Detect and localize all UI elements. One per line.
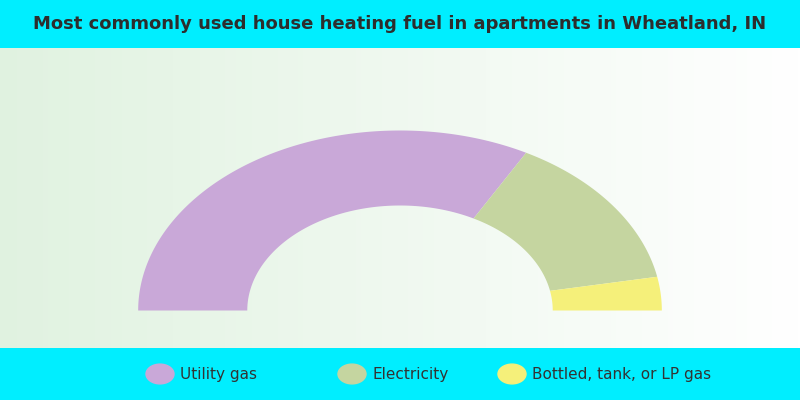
Text: Utility gas: Utility gas [180,366,257,382]
Ellipse shape [498,364,526,384]
Text: Most commonly used house heating fuel in apartments in Wheatland, IN: Most commonly used house heating fuel in… [34,15,766,33]
Polygon shape [474,153,657,291]
Text: Electricity: Electricity [372,366,448,382]
Text: Bottled, tank, or LP gas: Bottled, tank, or LP gas [532,366,711,382]
Polygon shape [138,130,526,310]
Ellipse shape [338,364,366,384]
Ellipse shape [146,364,174,384]
Polygon shape [550,277,662,310]
